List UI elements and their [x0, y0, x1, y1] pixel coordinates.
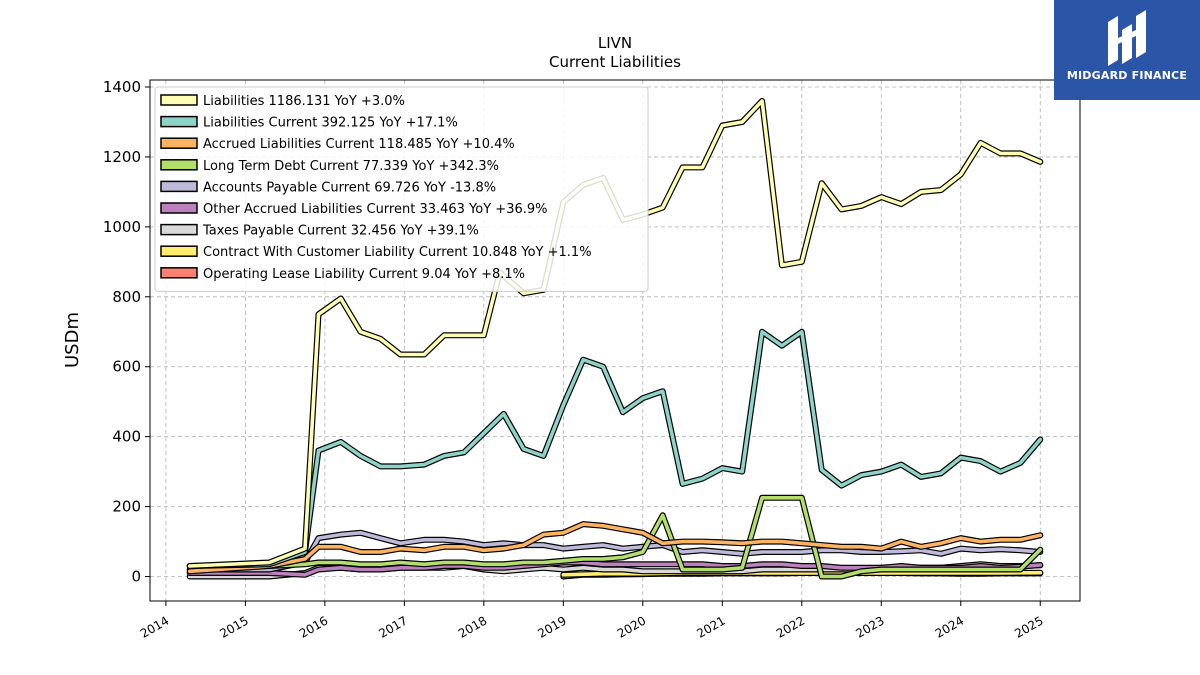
- legend-swatch: [160, 223, 198, 236]
- legend-swatch: [160, 180, 198, 193]
- series-layer: [186, 98, 1044, 580]
- legend: Liabilities 1186.131 YoY +3.0% Liabilitie…: [154, 86, 649, 292]
- series-3: [186, 494, 1044, 580]
- legend-entry: Operating Lease Liability Current 9.04 Y…: [203, 267, 525, 282]
- chart-subtitle: Current Liabilities: [549, 53, 681, 71]
- series-4: [186, 529, 1044, 573]
- y-tick-label: 600: [112, 358, 141, 376]
- legend-entry: Long Term Debt Current 77.339 YoY +342.3…: [203, 159, 499, 174]
- x-tick-label: 2016: [297, 613, 330, 640]
- brand-name: MIDGARD FINANCE: [1066, 69, 1188, 82]
- x-tick-label: 2023: [853, 613, 886, 640]
- y-tick-label: 1000: [103, 218, 141, 236]
- x-tick-label: 2025: [1012, 613, 1045, 640]
- legend-entry: Accounts Payable Current 69.726 YoY -13.…: [203, 180, 496, 195]
- x-tick-label: 2022: [774, 613, 807, 640]
- series-0: [186, 98, 1044, 569]
- brand-logo: MIDGARD FINANCE: [1054, 0, 1200, 100]
- series-1: [186, 328, 1044, 569]
- legend-entry: Contract With Customer Liability Current…: [203, 245, 592, 260]
- legend-swatch: [160, 202, 198, 214]
- x-tick-label: 2020: [615, 613, 648, 640]
- chart-title: LIVN: [598, 34, 632, 52]
- x-tick-label: 2017: [376, 613, 409, 640]
- y-tick-label: 800: [112, 288, 141, 306]
- plot-frame: [149, 79, 1081, 602]
- stylized-letter-logo-icon: [1108, 10, 1146, 66]
- y-tick-label: 1200: [103, 148, 141, 166]
- legend-swatch: [160, 245, 198, 257]
- x-tick-label: 2019: [535, 613, 568, 640]
- x-tick-label: 2021: [694, 613, 727, 640]
- y-tick-label: 400: [112, 428, 141, 446]
- series-2: [186, 521, 1044, 575]
- legend-entry: Liabilities 1186.131 YoY +3.0%: [203, 94, 405, 109]
- y-tick-label: 0: [131, 568, 141, 586]
- y-tick-label: 200: [112, 498, 141, 516]
- x-tick-label: 2015: [217, 613, 250, 640]
- legend-swatch: [160, 137, 198, 149]
- legend-entry: Other Accrued Liabilities Current 33.463…: [203, 202, 548, 217]
- legend-box: [154, 86, 649, 292]
- legend-swatch: [160, 94, 198, 106]
- series-line: [187, 99, 1043, 568]
- series-line: [187, 496, 1043, 579]
- series-line: [187, 522, 1043, 574]
- series-line: [187, 531, 1043, 572]
- y-axis-label: USDm: [62, 312, 83, 368]
- legend-swatch: [160, 115, 198, 128]
- x-tick-label: 2014: [138, 613, 171, 640]
- legend-swatch: [160, 159, 198, 171]
- series-line: [187, 330, 1043, 568]
- legend-swatch: [160, 267, 198, 279]
- x-tick-label: 2018: [456, 613, 489, 640]
- legend-entry: Accrued Liabilities Current 118.485 YoY …: [203, 137, 515, 152]
- legend-entry: Taxes Payable Current 32.456 YoY +39.1%: [202, 224, 479, 239]
- x-tick-label: 2024: [933, 613, 966, 640]
- legend-entry: Liabilities Current 392.125 YoY +17.1%: [203, 116, 458, 131]
- y-tick-label: 1400: [103, 78, 141, 96]
